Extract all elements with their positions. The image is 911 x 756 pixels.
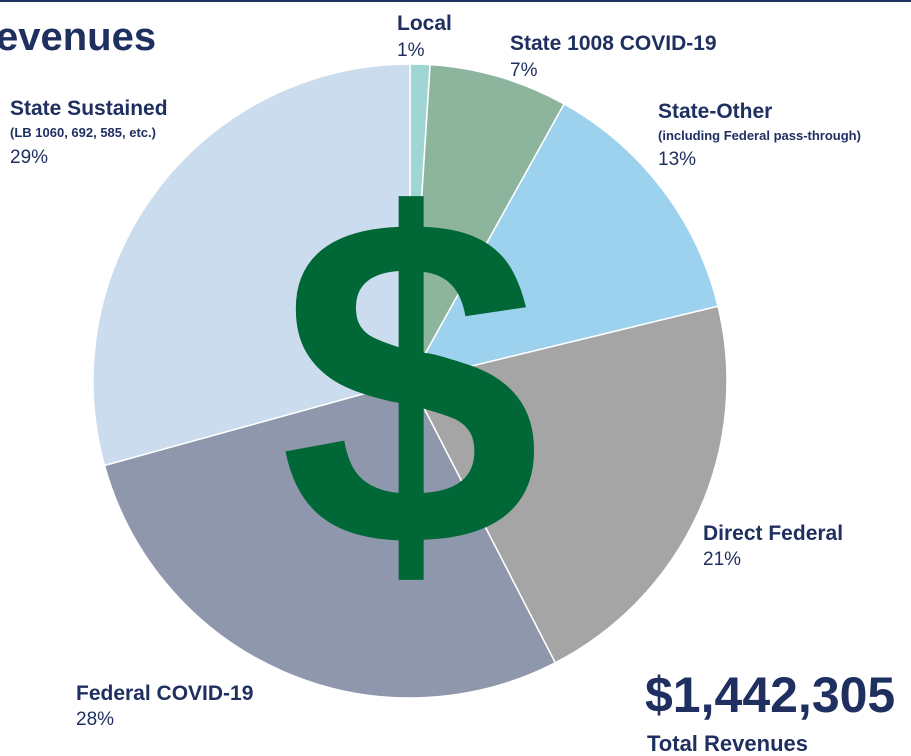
slice-label: State-Other (658, 100, 772, 123)
pie-slice (92, 63, 411, 467)
slice-value-label: 1% (397, 40, 425, 61)
slice-sublabel: (including Federal pass-through) (658, 128, 861, 143)
pie (92, 63, 728, 699)
pie-slice (409, 63, 566, 382)
slice-label: State 1008 COVID-19 (510, 32, 717, 55)
dollar-symbol: $ (279, 120, 540, 645)
total-value: $1,442,305 (645, 667, 895, 723)
slice-value-label: 7% (510, 60, 538, 81)
chart-title: evenues (0, 15, 156, 59)
slice-label: Local (397, 12, 452, 35)
slice-value-label: 29% (10, 147, 48, 168)
pie-slice (408, 305, 728, 664)
slice-value-label: 28% (76, 709, 114, 730)
total-label: Total Revenues (647, 731, 808, 756)
pie-slice (103, 380, 557, 699)
slice-label: Federal COVID-19 (76, 682, 253, 705)
slice-label: Direct Federal (703, 522, 843, 545)
slice-value-label: 21% (703, 549, 741, 570)
slice-label: State Sustained (10, 97, 168, 120)
pie-slice (408, 102, 719, 383)
slice-value-label: 13% (658, 149, 696, 170)
slice-sublabel: (LB 1060, 692, 585, etc.) (10, 125, 156, 140)
